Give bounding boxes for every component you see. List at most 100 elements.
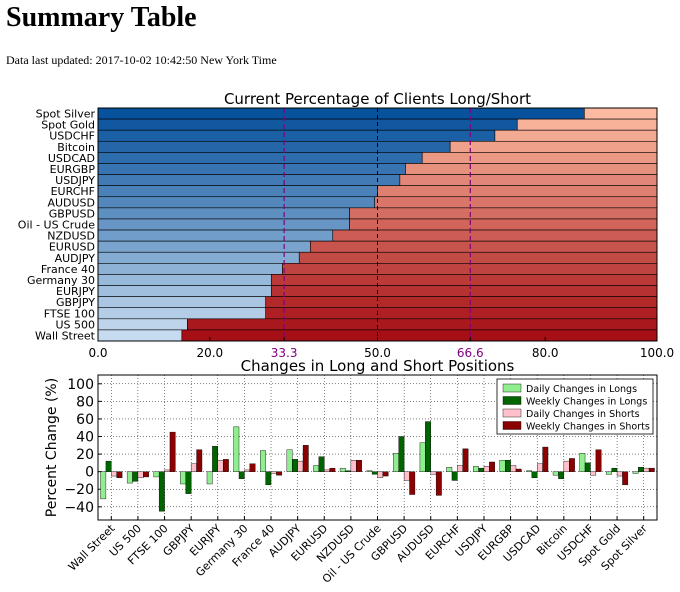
long-bar-germany-30 [97, 274, 272, 286]
long-bar-usdcad [97, 152, 423, 164]
bar-daily-changes-in-shorts-spot-gold [616, 471, 623, 477]
bar-weekly-changes-in-longs-ftse-100 [158, 471, 165, 512]
bar-weekly-changes-in-longs-eurjpy [212, 445, 218, 472]
long-bar-wall-street [97, 329, 183, 342]
bar-daily-changes-in-shorts-eurusd [324, 469, 330, 472]
legend-swatch-daily-changes-in-longs [502, 383, 522, 393]
bar-weekly-changes-in-longs-us-500 [132, 471, 139, 482]
x-tick-label-0: 0.0 [88, 346, 107, 360]
bar-daily-changes-in-longs-usdjpy [472, 466, 479, 472]
bar-weekly-changes-in-longs-oil-us-crude [371, 471, 378, 475]
bar-weekly-changes-in-shorts-wall-street [116, 471, 123, 479]
bar-weekly-changes-in-shorts-eurusd [329, 467, 336, 472]
bar-weekly-changes-in-shorts-gbpjpy [196, 449, 203, 472]
bar-weekly-changes-in-shorts-eurgbp [515, 468, 522, 472]
x-tick-label-5: 80.0 [532, 346, 559, 360]
bar-weekly-changes-in-shorts-eurjpy [222, 459, 229, 472]
bar-weekly-changes-in-longs-spot-silver [638, 467, 644, 472]
long-bar-gbpjpy [97, 296, 266, 309]
y-axis-label: Percent Change (%) [44, 378, 60, 517]
bar-weekly-changes-in-longs-france-40 [265, 471, 272, 486]
bar-daily-changes-in-shorts-oil-us-crude [377, 471, 384, 479]
bar-daily-changes-in-longs-oil-us-crude [366, 470, 373, 472]
y-tick-label-0: −40 [64, 500, 94, 516]
x-tick-label-6: 100.0 [640, 346, 674, 360]
category-label-ftse-100: FTSE 100 [44, 307, 95, 320]
bar-weekly-changes-in-longs-eurusd [318, 456, 325, 472]
y-tick-label-7: 100 [67, 377, 94, 393]
category-label-spot-silver: Spot Silver [36, 108, 96, 121]
bar-weekly-changes-in-longs-eurchf [451, 471, 458, 481]
chart2-frame [97, 374, 658, 521]
bar-weekly-changes-in-shorts-usdjpy [489, 461, 495, 472]
chart1-title: Current Percentage of Clients Long/Short [224, 90, 531, 108]
category-label-gbpjpy: GBPJPY [56, 296, 95, 309]
chart2-title: Changes in Long and Short Positions [241, 357, 515, 375]
long-bar-bitcoin [97, 140, 451, 153]
long-bar-eurjpy [97, 285, 272, 297]
long-bar-eurgbp [97, 163, 406, 175]
bar-daily-changes-in-longs-spot-silver [632, 471, 639, 474]
short-bar-gbpusd [349, 207, 658, 220]
bar-weekly-changes-in-longs-gbpjpy [185, 471, 192, 494]
bar-daily-changes-in-longs-france-40 [260, 450, 266, 472]
x-tick-label-1: 20.0 [196, 346, 223, 360]
bar-daily-changes-in-longs-usdchf [579, 453, 586, 472]
bar-daily-changes-in-shorts-germany-30 [244, 469, 251, 472]
category-label-gbpusd: GBPUSD [49, 207, 95, 220]
bar-weekly-changes-in-longs-bitcoin [558, 471, 565, 479]
bar-weekly-changes-in-longs-usdcad [531, 471, 538, 479]
category-label-us-500: US 500 [55, 318, 95, 331]
bar-daily-changes-in-shorts-bitcoin [563, 460, 570, 472]
long-bar-audjpy [97, 251, 300, 264]
long-bar-spot-gold [97, 118, 518, 131]
short-bar-eurgbp [405, 163, 658, 175]
short-bar-spot-silver [584, 107, 658, 120]
bar-weekly-changes-in-shorts-bitcoin [569, 458, 575, 472]
bar-weekly-changes-in-shorts-usdchf [595, 449, 602, 472]
bar-daily-changes-in-longs-gbpjpy [180, 471, 186, 485]
long-bar-ftse-100 [97, 307, 266, 320]
category-label-spot-gold: Spot Gold [41, 119, 95, 132]
short-bar-eurjpy [270, 285, 658, 297]
long-bar-nzdusd [97, 229, 334, 242]
short-bar-nzdusd [332, 229, 658, 242]
long-bar-eurchf [97, 185, 378, 198]
short-bar-wall-street [181, 329, 658, 342]
bar-daily-changes-in-shorts-nzdusd [350, 460, 357, 472]
bar-daily-changes-in-longs-gbpusd [393, 453, 399, 472]
bar-weekly-changes-in-longs-gbpusd [398, 436, 405, 472]
legend-swatch-daily-changes-in-shorts [502, 408, 522, 418]
short-bar-ftse-100 [265, 307, 658, 320]
short-bar-germany-30 [270, 274, 658, 286]
bar-weekly-changes-in-longs-nzdusd [345, 470, 352, 472]
category-label-eurgbp: EURGBP [50, 163, 96, 176]
bar-daily-changes-in-shorts-gbpjpy [190, 463, 197, 472]
bar-daily-changes-in-shorts-france-40 [270, 471, 277, 474]
long-bar-oil-us-crude [97, 218, 350, 231]
short-bar-bitcoin [449, 140, 658, 153]
category-label-audjpy: AUDJPY [55, 252, 96, 265]
long-bar-audusd [97, 196, 376, 209]
category-label-audusd: AUDUSD [47, 196, 95, 209]
bar-daily-changes-in-shorts-eurgbp [510, 465, 517, 472]
x-tick-label-2: 33.3 [271, 346, 298, 360]
category-label-nzdusd: NZDUSD [47, 230, 95, 243]
y-tick-label-3: 20 [76, 447, 94, 463]
short-bar-usdcad [421, 152, 658, 164]
bar-daily-changes-in-longs-eurjpy [206, 471, 213, 485]
bar-daily-changes-in-longs-eurusd [313, 465, 320, 472]
y-tick-label-6: 80 [76, 394, 94, 410]
bar-daily-changes-in-shorts-usdchf [590, 471, 597, 476]
bar-daily-changes-in-shorts-eurchf [457, 465, 463, 472]
long-bar-france-40 [97, 263, 283, 275]
y-tick-label-1: −20 [64, 482, 94, 498]
x-tick-label-4: 66.6 [457, 346, 484, 360]
bar-daily-changes-in-longs-nzdusd [339, 467, 346, 472]
bar-daily-changes-in-longs-germany-30 [233, 426, 240, 472]
bar-weekly-changes-in-longs-germany-30 [238, 471, 245, 479]
legend-label-weekly-changes-in-shorts: Weekly Changes in Shorts [526, 422, 650, 433]
legend-swatch-weekly-changes-in-shorts [502, 421, 522, 430]
category-label-oil-us-crude: Oil - US Crude [18, 219, 95, 232]
bar-daily-changes-in-longs-us-500 [126, 471, 133, 484]
